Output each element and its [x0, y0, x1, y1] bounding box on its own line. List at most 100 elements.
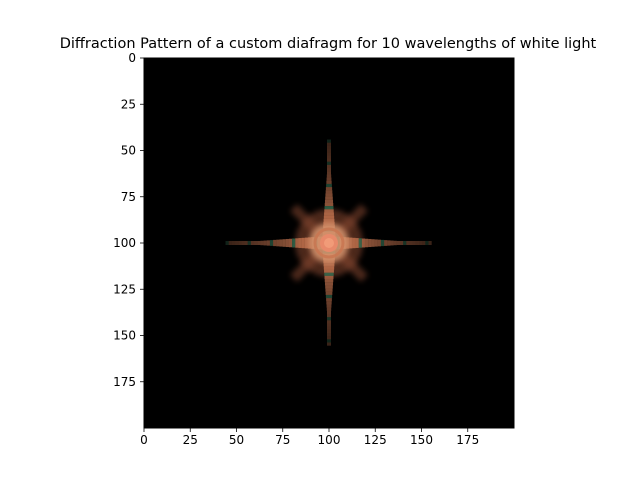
horizontal-spike-segment: [412, 241, 416, 245]
horizontal-spike-segment: [273, 239, 277, 247]
horizontal-spike-segment: [250, 241, 255, 245]
horizontal-spike-segment: [279, 239, 283, 247]
vertical-spike-segment: [323, 266, 335, 270]
vertical-spike-segment: [327, 320, 331, 324]
vertical-spike-segment: [327, 323, 331, 327]
vertical-spike-segment: [325, 288, 333, 292]
x-tick-label: 75: [275, 433, 290, 447]
y-axis: 0 25 50 75 100 125 150 175: [113, 51, 144, 389]
horizontal-spike-segment: [301, 237, 305, 249]
vertical-spike-segment: [325, 190, 333, 194]
y-tick-label: 75: [121, 190, 136, 204]
vertical-spike-segment: [325, 187, 333, 191]
vertical-spike-segment: [326, 174, 332, 178]
horizontal-spike-segment: [393, 240, 397, 246]
vertical-spike-segment: [326, 304, 332, 308]
vertical-spike-segment: [327, 161, 331, 165]
horizontal-spike-segment: [304, 237, 308, 249]
y-tick-label: 25: [121, 97, 136, 111]
vertical-spike-segment: [327, 326, 331, 330]
horizontal-spike-segment: [406, 241, 410, 245]
horizontal-spike-segment: [374, 239, 378, 247]
vertical-spike-segment: [326, 301, 332, 305]
x-tick-label: 125: [364, 433, 387, 447]
vertical-spike-segment: [324, 275, 334, 280]
horizontal-spike-segment: [263, 240, 267, 246]
vertical-spike-segment: [324, 209, 334, 213]
vertical-spike-segment: [327, 310, 331, 314]
vertical-spike-segment: [326, 183, 332, 188]
vertical-spike-segment: [323, 263, 335, 267]
horizontal-spike-segment: [380, 239, 385, 247]
vertical-spike-segment: [325, 291, 333, 295]
horizontal-spike-segment: [361, 238, 366, 248]
chart-title: Diffraction Pattern of a custom diafragm…: [60, 36, 597, 52]
vertical-spike-segment: [327, 171, 331, 175]
horizontal-spike-segment: [409, 241, 413, 245]
horizontal-spike-segment: [396, 241, 400, 245]
horizontal-spike-segment: [225, 241, 229, 245]
horizontal-spike-segment: [295, 238, 299, 248]
horizontal-spike-segment: [235, 241, 239, 245]
horizontal-spike-segment: [231, 241, 236, 245]
vertical-spike-segment: [324, 272, 334, 276]
horizontal-spike-segment: [282, 239, 286, 247]
vertical-spike-segment: [323, 218, 335, 222]
horizontal-spike-segment: [260, 240, 264, 246]
x-tick-label: 0: [140, 433, 148, 447]
horizontal-spike-segment: [415, 241, 419, 245]
horizontal-spike-segment: [292, 238, 296, 248]
vertical-spike-segment: [327, 339, 331, 343]
x-tick-label: 25: [183, 433, 198, 447]
horizontal-spike-segment: [266, 240, 270, 246]
horizontal-spike-segment: [384, 240, 388, 246]
vertical-spike-segment: [327, 329, 331, 333]
horizontal-spike-segment: [238, 241, 242, 245]
horizontal-spike-segment: [269, 240, 274, 246]
horizontal-spike-segment: [387, 240, 391, 246]
horizontal-spike-segment: [355, 238, 359, 248]
horizontal-spike-segment: [349, 237, 353, 249]
horizontal-spike-segment: [390, 240, 394, 246]
horizontal-spike-segment: [276, 239, 280, 247]
x-axis: 0 25 50 75 100 125 150 175: [140, 428, 479, 447]
diffraction-pattern: [225, 139, 432, 346]
vertical-spike-segment: [327, 168, 331, 172]
vertical-spike-segment: [327, 155, 331, 159]
vertical-spike-segment: [327, 317, 331, 321]
y-tick-label: 125: [113, 282, 136, 296]
vertical-spike-segment: [327, 342, 331, 346]
y-tick-label: 150: [113, 329, 136, 343]
vertical-spike-segment: [324, 202, 334, 207]
x-tick-label: 175: [456, 433, 479, 447]
vertical-spike-segment: [327, 336, 331, 340]
vertical-spike-segment: [324, 206, 334, 210]
x-tick-label: 50: [229, 433, 244, 447]
horizontal-spike-segment: [358, 238, 362, 248]
y-tick-label: 100: [113, 236, 136, 250]
horizontal-spike-segment: [399, 241, 404, 245]
vertical-spike-segment: [327, 158, 331, 162]
vertical-spike-segment: [325, 294, 333, 299]
horizontal-spike-segment: [288, 238, 293, 248]
vertical-spike-segment: [324, 269, 334, 273]
first-ring: [313, 227, 345, 259]
horizontal-spike-segment: [298, 238, 302, 248]
vertical-spike-segment: [325, 193, 333, 197]
horizontal-spike-segment: [428, 241, 432, 245]
vertical-spike-segment: [325, 196, 333, 200]
x-tick-label: 150: [410, 433, 433, 447]
vertical-spike-segment: [326, 180, 332, 184]
vertical-spike-segment: [327, 313, 331, 318]
vertical-spike-segment: [323, 215, 335, 219]
horizontal-spike-segment: [241, 241, 245, 245]
vertical-spike-segment: [327, 149, 331, 153]
vertical-spike-segment: [326, 298, 332, 302]
horizontal-spike-segment: [244, 241, 248, 245]
vertical-spike-segment: [327, 145, 331, 150]
horizontal-spike-segment: [371, 239, 375, 247]
y-tick-label: 175: [113, 375, 136, 389]
horizontal-spike-segment: [352, 237, 356, 249]
horizontal-spike-segment: [368, 238, 372, 248]
